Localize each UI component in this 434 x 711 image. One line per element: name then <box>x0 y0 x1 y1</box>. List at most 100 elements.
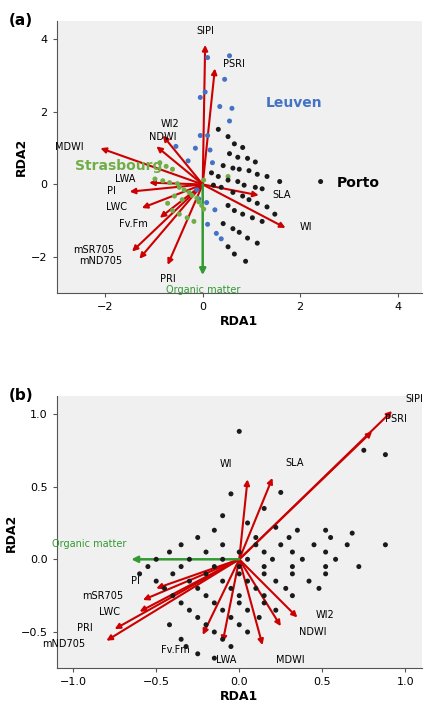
Point <box>243 575 250 587</box>
Point <box>185 554 192 565</box>
Point <box>243 554 250 565</box>
Point <box>207 167 214 178</box>
Point <box>219 510 226 521</box>
Point <box>177 634 184 645</box>
Point <box>202 590 209 602</box>
Text: PRI: PRI <box>159 274 175 284</box>
Point <box>164 198 171 209</box>
Point <box>230 205 237 216</box>
Text: LWA: LWA <box>215 656 236 665</box>
Point <box>203 197 210 208</box>
Point <box>260 597 267 609</box>
Point <box>171 191 178 202</box>
Y-axis label: RDA2: RDA2 <box>15 138 28 176</box>
Point <box>235 164 242 175</box>
Point <box>226 50 233 61</box>
Point <box>177 539 184 550</box>
Text: (a): (a) <box>9 14 33 28</box>
Point <box>310 539 317 550</box>
Point <box>184 155 191 166</box>
Point <box>224 171 231 182</box>
Point <box>234 151 241 163</box>
Point <box>177 597 184 609</box>
Point <box>234 176 241 187</box>
Point <box>253 237 260 249</box>
Point <box>169 164 176 175</box>
Point <box>243 626 250 638</box>
Point <box>219 634 226 645</box>
Point <box>210 561 217 572</box>
Point <box>322 568 329 579</box>
Text: Strasbourg: Strasbourg <box>75 159 162 173</box>
Point <box>214 171 221 182</box>
Point <box>194 532 201 543</box>
Point <box>202 568 209 579</box>
X-axis label: RDA1: RDA1 <box>220 690 258 703</box>
Point <box>331 554 338 565</box>
Point <box>315 583 322 594</box>
Point <box>235 561 242 572</box>
Point <box>210 653 217 664</box>
Point <box>229 223 236 235</box>
Point <box>202 619 209 631</box>
Text: WI: WI <box>299 223 311 232</box>
Text: SIPI: SIPI <box>196 26 214 36</box>
Point <box>196 130 203 141</box>
Point <box>226 115 233 127</box>
Point <box>305 575 312 587</box>
Point <box>162 161 169 172</box>
Point <box>239 208 246 220</box>
Point <box>144 561 151 572</box>
Point <box>252 583 259 594</box>
Point <box>242 255 249 267</box>
Point <box>190 215 197 227</box>
Point <box>298 554 305 565</box>
Text: SLA: SLA <box>271 190 290 200</box>
Point <box>322 525 329 536</box>
Point <box>251 181 258 193</box>
Point <box>224 131 231 142</box>
Point <box>210 525 217 536</box>
Point <box>169 205 176 216</box>
Point <box>260 561 267 572</box>
Point <box>260 503 267 514</box>
Point <box>243 153 250 164</box>
Text: MDWI: MDWI <box>275 656 304 665</box>
Point <box>216 101 223 112</box>
Point <box>188 190 195 201</box>
Point <box>224 241 231 252</box>
Point <box>183 212 190 223</box>
Point <box>202 546 209 557</box>
Point <box>260 590 267 602</box>
Point <box>230 138 237 149</box>
Text: LWC: LWC <box>106 202 127 212</box>
Point <box>204 130 210 141</box>
Point <box>235 568 242 579</box>
Point <box>166 619 173 631</box>
Point <box>288 590 295 602</box>
Text: PSRI: PSRI <box>223 59 244 69</box>
Point <box>255 611 262 623</box>
Point <box>161 583 168 594</box>
Text: PI: PI <box>107 186 116 196</box>
Text: mSR705: mSR705 <box>73 245 114 255</box>
Point <box>359 444 366 456</box>
Point <box>159 175 166 186</box>
Point <box>185 604 192 616</box>
Point <box>229 187 236 198</box>
Text: mND705: mND705 <box>42 638 85 648</box>
Point <box>169 568 176 579</box>
Point <box>258 215 265 227</box>
Point <box>316 176 323 187</box>
Point <box>288 561 295 572</box>
Point <box>204 52 210 63</box>
Text: PI: PI <box>131 576 139 586</box>
Point <box>201 86 208 97</box>
Text: WI2: WI2 <box>315 609 334 619</box>
Text: SLA: SLA <box>285 458 303 468</box>
Point <box>235 227 242 238</box>
Point <box>228 102 235 114</box>
Point <box>258 183 265 195</box>
Point <box>253 169 260 180</box>
Text: MDWI: MDWI <box>55 142 83 152</box>
